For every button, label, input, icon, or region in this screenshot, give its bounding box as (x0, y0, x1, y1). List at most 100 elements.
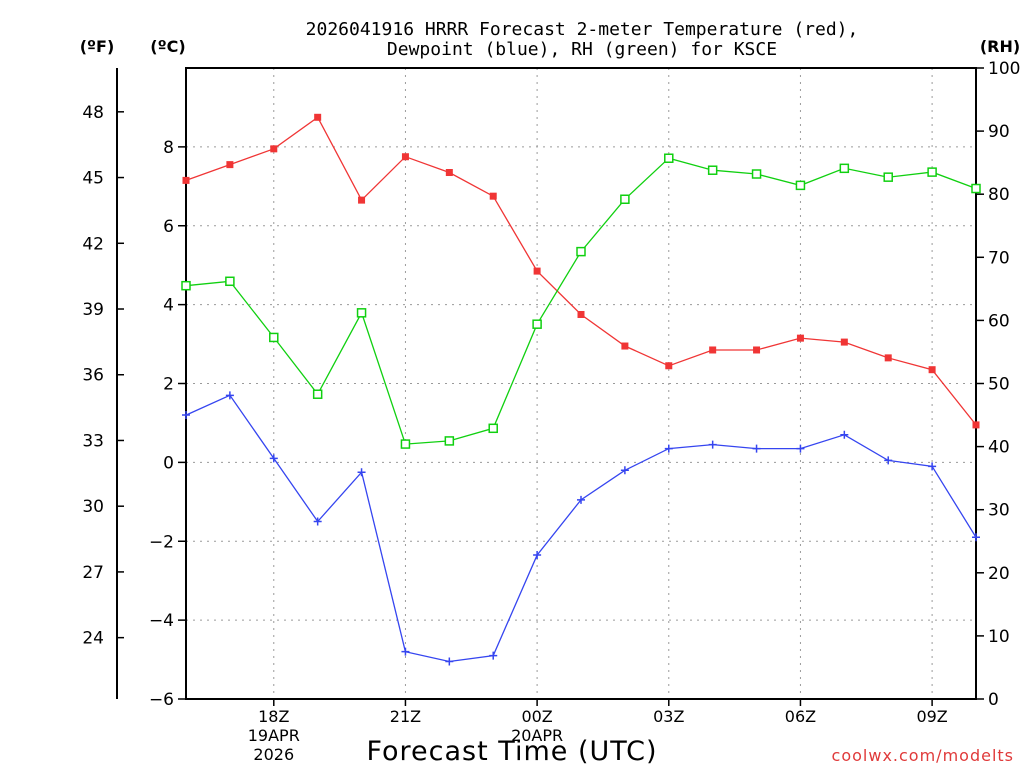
dewpoint-point (225, 391, 234, 400)
plot-frame (185, 67, 977, 700)
dewpoint-point (445, 657, 454, 666)
rh-tick-label: 80 (988, 185, 1010, 205)
rh-point (927, 167, 937, 177)
rh-point (664, 153, 674, 163)
chart-title-line-1: 2026041916 HRRR Forecast 2-meter Tempera… (306, 19, 859, 40)
rh-tick-label: 100 (988, 59, 1020, 79)
rh-tick-label: 60 (988, 311, 1010, 331)
2-meter-temperature-line (185, 116, 977, 426)
rh-point (620, 194, 630, 204)
rh-tick-label: 20 (988, 564, 1010, 584)
dewpoint-point (620, 466, 629, 475)
dewpoint-line (185, 394, 977, 663)
2-meter-temperature-point (972, 421, 980, 429)
dewpoint-point (577, 495, 585, 504)
rh-point (444, 436, 455, 446)
2-meter-temperature-point (709, 346, 717, 354)
dewpoint-point (182, 411, 190, 420)
2-meter-temperature-point (928, 366, 936, 374)
time-tick-label: 03Z (653, 707, 684, 726)
2-meter-temperature-point (796, 334, 804, 342)
time-tick-label: 21Z (390, 707, 421, 726)
rh-tick-label: 0 (988, 690, 999, 710)
fahrenheit-tick-label: 33 (82, 431, 104, 451)
time-tick-label: 09Z (916, 707, 947, 726)
grid-lines (186, 68, 976, 699)
fahrenheit-tick-label: 36 (82, 366, 104, 386)
fahrenheit-axis: 24 27 30 33 36 39 42 45 48 (82, 103, 124, 649)
rh-tick-label: 30 (988, 501, 1010, 521)
celsius-tick-label: 8 (163, 138, 174, 158)
fahrenheit-tick-label: 39 (82, 300, 104, 320)
2-meter-temperature-point (445, 169, 453, 177)
dewpoint-series (182, 391, 980, 666)
rh-line (185, 157, 977, 445)
celsius-tick-label: 6 (163, 217, 174, 237)
rh-point (971, 183, 981, 194)
dewpoint-point (664, 444, 673, 453)
time-tick-label: 06Z (785, 707, 816, 726)
rh-point (883, 172, 893, 182)
rh-point (795, 180, 806, 191)
2-meter-temperature-point (577, 310, 585, 318)
dewpoint-point (708, 440, 717, 449)
2-meter-temperature-point (226, 161, 234, 169)
dewpoint-point (972, 533, 980, 542)
x-axis-title: Forecast Time (UTC) (366, 736, 657, 767)
2-meter-temperature-point (358, 196, 366, 204)
celsius-tick-label: −4 (149, 611, 174, 631)
rh-point (576, 246, 586, 257)
rh-point (356, 308, 367, 318)
rh-point (181, 280, 191, 291)
time-tick-label: 00Z (521, 707, 552, 726)
2-meter-temperature-point (621, 342, 629, 350)
2-meter-temperature-point (533, 267, 541, 275)
series-layer (181, 113, 981, 666)
rh-tick-label: 50 (988, 375, 1010, 395)
dewpoint-point (489, 651, 498, 660)
time-tick-date: 20APR (511, 726, 563, 745)
rh-point (269, 332, 279, 343)
rh-point (225, 276, 235, 287)
rh-point (400, 439, 411, 449)
rh-point (707, 165, 718, 175)
2-meter-temperature-point (182, 176, 190, 184)
rh-series (181, 153, 981, 449)
dewpoint-point (269, 454, 278, 463)
celsius-tick-label: −2 (149, 532, 174, 552)
dewpoint-point (928, 462, 937, 471)
2-meter-temperature-point (753, 346, 761, 354)
rh-unit-label: (RH) (980, 37, 1020, 56)
2-meter-temperature-series (182, 113, 980, 429)
dewpoint-point (401, 647, 410, 656)
time-tick-date: 19APR (248, 726, 300, 745)
dewpoint-point (884, 456, 893, 465)
celsius-tick-label: 0 (163, 453, 174, 473)
rh-tick-label: 40 (988, 438, 1010, 458)
celsius-unit-label: (ºC) (150, 37, 185, 56)
rh-tick-label: 70 (988, 248, 1010, 268)
time-tick-year: 2026 (253, 745, 294, 764)
celsius-tick-label: 2 (163, 375, 174, 395)
rh-tick-label: 10 (988, 627, 1010, 647)
celsius-axis: −6 −4 −2 0 2 4 6 8 (149, 138, 186, 710)
dewpoint-point (796, 444, 805, 453)
chart-title-line-2: Dewpoint (blue), RH (green) for KSCE (387, 39, 777, 60)
dewpoint-point (752, 444, 761, 453)
rh-tick-label: 90 (988, 122, 1010, 142)
fahrenheit-tick-label: 42 (82, 234, 104, 254)
celsius-tick-label: −6 (149, 690, 174, 710)
rh-point (532, 319, 542, 329)
rh-point (751, 169, 762, 179)
2-meter-temperature-point (401, 153, 409, 161)
2-meter-temperature-point (665, 362, 673, 370)
celsius-tick-label: 4 (163, 296, 174, 316)
2-meter-temperature-point (270, 145, 278, 153)
2-meter-temperature-point (489, 192, 497, 200)
dewpoint-point (357, 468, 366, 477)
fahrenheit-tick-label: 48 (82, 103, 104, 123)
2-meter-temperature-point (314, 113, 322, 121)
2-meter-temperature-point (884, 354, 892, 362)
